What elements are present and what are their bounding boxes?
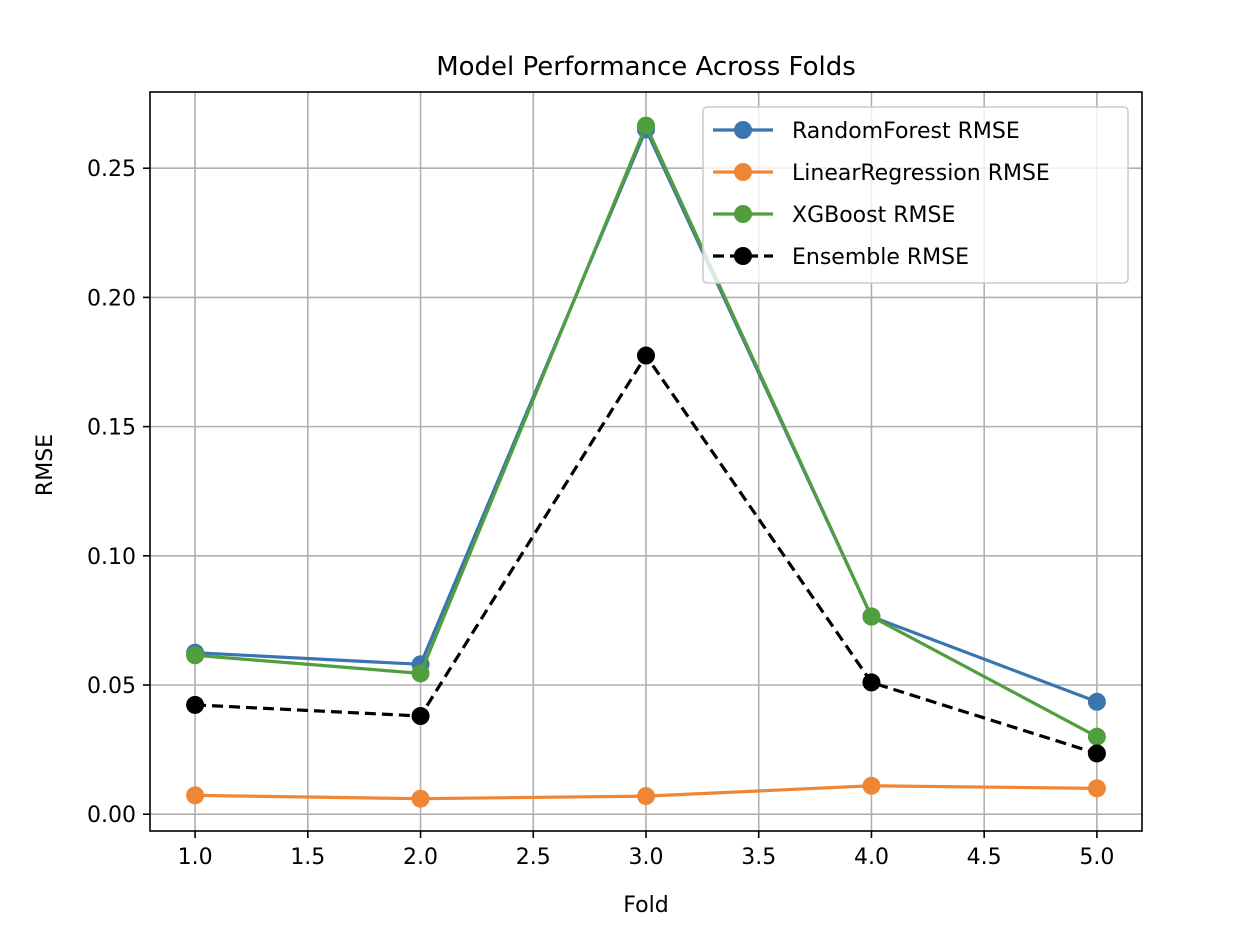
data-point-xgboost-rmse — [637, 116, 655, 135]
legend-marker — [734, 205, 752, 223]
legend-entry: XGBoost RMSE — [713, 203, 955, 228]
legend-marker — [734, 163, 752, 181]
y-tick-label: 0.15 — [87, 416, 136, 441]
legend-entry: Ensemble RMSE — [713, 245, 969, 270]
x-tick-label: 1.0 — [178, 845, 213, 870]
legend-entry: LinearRegression RMSE — [713, 161, 1050, 186]
y-tick-label: 0.10 — [87, 545, 136, 570]
data-point-linearregression-rmse — [411, 789, 430, 808]
plot-area-frame — [149, 91, 1143, 832]
x-tick-label: 5.0 — [1079, 845, 1114, 870]
y-axis-label: RMSE — [33, 434, 58, 496]
series-xgboost-rmse — [186, 116, 1106, 746]
x-tick-label: 4.5 — [967, 845, 1002, 870]
data-point-linearregression-rmse — [862, 776, 881, 795]
data-point-ensemble-rmse — [637, 346, 655, 365]
x-tick-label: 2.5 — [516, 845, 551, 870]
data-point-randomforest-rmse — [1087, 692, 1106, 711]
x-axis-label: Fold — [623, 893, 668, 918]
data-point-linearregression-rmse — [1087, 779, 1106, 798]
legend-box — [702, 106, 1129, 284]
data-point-xgboost-rmse — [862, 607, 881, 626]
chart-title: Model Performance Across Folds — [436, 52, 856, 82]
data-point-linearregression-rmse — [186, 786, 205, 805]
data-point-xgboost-rmse — [1087, 727, 1106, 746]
data-point-linearregression-rmse — [637, 787, 655, 806]
legend-entry: RandomForest RMSE — [713, 119, 1020, 144]
data-point-xgboost-rmse — [411, 664, 430, 683]
y-tick-label: 0.00 — [87, 803, 136, 828]
x-tick-label: 3.5 — [741, 845, 776, 870]
axis-ticks: 1.0 1.5 2.0 2.5 3.0 3.5 4.0 4.5 5.0 0.00 0.05 0.10 0… — [87, 157, 1114, 870]
data-point-ensemble-rmse — [862, 673, 881, 692]
plot-series — [186, 116, 1106, 808]
y-tick-label: 0.20 — [87, 286, 136, 311]
legend-label: LinearRegression RMSE — [792, 161, 1050, 186]
data-point-xgboost-rmse — [186, 646, 205, 665]
x-tick-label: 2.0 — [403, 845, 438, 870]
x-tick-label: 3.0 — [629, 845, 664, 870]
legend-label: XGBoost RMSE — [792, 203, 955, 228]
legend-marker — [734, 121, 752, 139]
series-linearregression-rmse — [186, 776, 1106, 808]
series-ensemble-rmse — [186, 346, 1106, 763]
data-point-ensemble-rmse — [411, 707, 430, 726]
data-point-ensemble-rmse — [1087, 744, 1106, 763]
y-tick-label: 0.05 — [87, 674, 136, 699]
legend-label: RandomForest RMSE — [792, 119, 1020, 144]
legend-marker — [734, 247, 752, 265]
y-tick-label: 0.25 — [87, 157, 136, 182]
legend: RandomForest RMSE LinearRegression RMSE XG… — [702, 106, 1129, 284]
legend-label: Ensemble RMSE — [792, 245, 969, 270]
data-point-ensemble-rmse — [186, 695, 205, 714]
x-tick-label: 1.5 — [290, 845, 325, 870]
x-tick-label: 4.0 — [854, 845, 889, 870]
